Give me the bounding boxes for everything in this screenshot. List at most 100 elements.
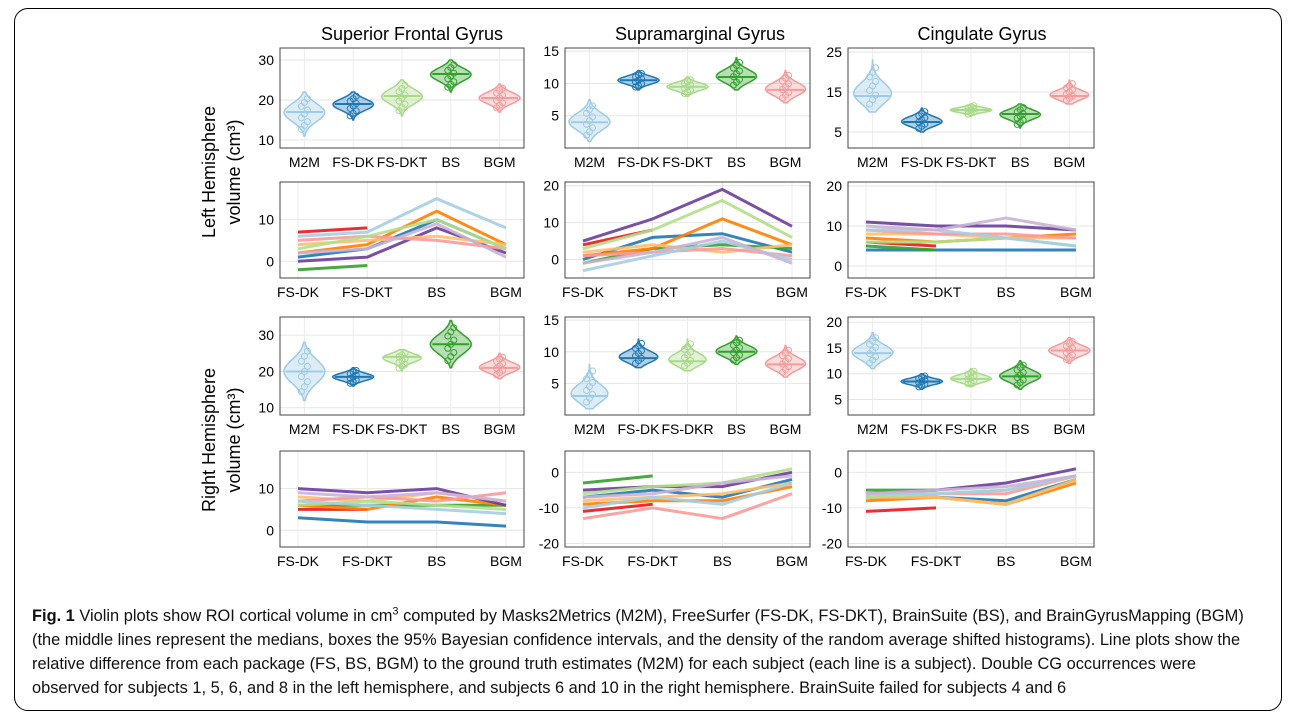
panel-left-supramarginal-gyrus-violin-xtick: FS-DK [618,154,661,170]
panel-left-superior-frontal-gyrus-violin-violin [283,91,326,137]
panel-left-supramarginal-gyrus-violin-point [736,59,743,67]
panel-right-cingulate-gyrus-violin-ytick: 10 [826,366,842,382]
panel-left-superior-frontal-gyrus-line-xtick: BGM [490,284,522,300]
panel-left-superior-frontal-gyrus-line-xtick: FS-DKT [342,284,393,300]
row-label-right-2: volume (cm³) [224,387,244,492]
panel-right-superior-frontal-gyrus-violin-xtick: M2M [289,421,320,437]
panel-left-cingulate-gyrus-violin-point [872,77,880,85]
panel-right-supramarginal-gyrus-line-xtick: FS-DK [562,553,605,569]
panel-left-superior-frontal-gyrus-line-subject-line [297,209,507,255]
panel-left-cingulate-gyrus-violin-point [1068,80,1076,88]
panel-left-superior-frontal-gyrus-violin-point [499,84,507,92]
panel-left-cingulate-gyrus-line-ytick: 10 [826,218,842,234]
panel-right-cingulate-gyrus-line-subject-line [866,477,1077,506]
panel-left-supramarginal-gyrus-line-xtick: FS-DKT [627,284,678,300]
panel-left-supramarginal-gyrus-line-subject-line [582,198,793,250]
panel-left-superior-frontal-gyrus-line-ytick: 0 [266,253,274,269]
panel-left-supramarginal-gyrus-line-subject-line [582,246,793,258]
panel-left-cingulate-gyrus-violin-xtick: M2M [857,154,888,170]
column-title-smg: Supramarginal Gyrus [615,24,785,44]
panel-right-superior-frontal-gyrus-violin-ytick: 20 [258,363,274,379]
panel-left-supramarginal-gyrus-violin-xtick: M2M [574,154,605,170]
panel-left-superior-frontal-gyrus-violin-violin [429,59,472,93]
panel-left-superior-frontal-gyrus-violin-xtick: BS [441,154,460,170]
panel-left-cingulate-gyrus-violin-violin [999,103,1042,129]
panel-left-supramarginal-gyrus-line-subject-line [582,235,793,265]
panel-right-supramarginal-gyrus-violin-point [638,347,645,355]
row-label-right-1: Right Hemisphere [199,368,219,512]
panel-right-superior-frontal-gyrus-violin-xtick: BS [441,421,460,437]
panel-right-superior-frontal-gyrus-violin-point [300,352,308,360]
panel-right-supramarginal-gyrus-violin-point [638,339,645,347]
panel-left-superior-frontal-gyrus-violin-point [303,95,311,103]
panel-right-supramarginal-gyrus-violin-point [785,346,792,354]
panel-right-supramarginal-gyrus-violin-xtick: BS [727,421,746,437]
panel-right-superior-frontal-gyrus-line-ytick: 10 [258,481,274,497]
panel-left-supramarginal-gyrus-violin-xtick: BS [727,154,746,170]
panel-left-superior-frontal-gyrus-line-xtick: FS-DK [277,284,320,300]
panel-left-superior-frontal-gyrus-line-ytick: 10 [258,212,274,228]
panel-left-supramarginal-gyrus-violin-ytick: 5 [551,108,559,124]
panel-right-cingulate-gyrus-violin-violin [998,360,1042,390]
panel-right-supramarginal-gyrus-line-subject-line [582,502,653,513]
panel-left-supramarginal-gyrus-violin-violin [715,56,758,91]
panel-left-supramarginal-gyrus-violin-ytick: 15 [543,43,559,59]
panel-right-superior-frontal-gyrus-violin-axes [279,316,525,416]
caption-sup: 3 [392,605,399,618]
panel-left-supramarginal-gyrus-violin-point [589,102,596,110]
panel-left-superior-frontal-gyrus-violin-xtick: M2M [289,154,320,170]
panel-right-supramarginal-gyrus-line-xtick: BGM [776,553,808,569]
panel-left-cingulate-gyrus-violin-violin [900,107,943,133]
panel-right-supramarginal-gyrus-violin-violin [715,335,758,366]
panel-right-cingulate-gyrus-line-ytick: -20 [822,535,842,551]
panel-left-superior-frontal-gyrus-violin-point [303,106,311,114]
panel-left-superior-frontal-gyrus-violin-violin [380,79,424,117]
panel-right-supramarginal-gyrus-line-ytick: 0 [551,464,559,480]
panel-right-cingulate-gyrus-violin-xtick: M2M [857,421,888,437]
panel-right-superior-frontal-gyrus-violin-xtick: BGM [484,421,516,437]
panel-right-supramarginal-gyrus-violin-ytick: 15 [543,312,559,328]
panel-left-superior-frontal-gyrus-violin-point [401,100,409,108]
panel-left-cingulate-gyrus-violin-point [921,108,929,116]
panel-right-superior-frontal-gyrus-violin-point [499,353,507,361]
panel-left-supramarginal-gyrus-violin-point [736,67,743,75]
panel-left-supramarginal-gyrus-violin-ytick: 10 [543,75,559,91]
panel-left-cingulate-gyrus-line-ytick: 0 [834,258,842,274]
panel-left-supramarginal-gyrus-violin-violin [764,69,807,104]
column-title-sfg: Superior Frontal Gyrus [321,24,503,44]
panel-right-cingulate-gyrus-violin-ytick: 15 [826,340,842,356]
panel-right-cingulate-gyrus-violin-axes [847,316,1095,416]
panel-left-cingulate-gyrus-line-xtick: FS-DK [845,284,888,300]
panel-left-superior-frontal-gyrus-violin-point [401,91,409,99]
panel-right-superior-frontal-gyrus-violin-point [303,378,311,386]
panel-right-superior-frontal-gyrus-violin-point [297,388,305,396]
panel-right-supramarginal-gyrus-line-subject-line [582,467,793,496]
panel-left-superior-frontal-gyrus-violin-point [450,78,458,86]
panel-left-superior-frontal-gyrus-violin-ytick: 30 [258,52,274,68]
column-title-cg: Cingulate Gyrus [917,24,1046,44]
panel-right-cingulate-gyrus-violin-xtick: BS [1011,421,1030,437]
panel-right-cingulate-gyrus-violin-violin [851,331,894,370]
panel-left-superior-frontal-gyrus-violin-point [352,92,360,100]
panel-right-supramarginal-gyrus-violin-point [589,379,596,387]
panel-left-cingulate-gyrus-violin-ytick: 15 [826,84,842,100]
panel-right-superior-frontal-gyrus-line-ytick: 0 [266,522,274,538]
panel-left-supramarginal-gyrus-violin-xtick: BGM [770,154,802,170]
panel-left-cingulate-gyrus-line-xtick: BGM [1060,284,1092,300]
panel-right-supramarginal-gyrus-violin-xtick: M2M [574,421,605,437]
panel-left-supramarginal-gyrus-line-xtick: BS [713,284,732,300]
panel-right-cingulate-gyrus-line-xtick: BGM [1060,553,1092,569]
panel-right-supramarginal-gyrus-violin-point [687,340,694,348]
panel-right-supramarginal-gyrus-violin-xtick: BGM [770,421,802,437]
figure-frame [14,8,1282,711]
panel-left-cingulate-gyrus-violin-xtick: FS-DK [901,154,944,170]
panel-left-supramarginal-gyrus-line-subject-line [582,243,793,265]
panel-left-cingulate-gyrus-violin-axes [847,47,1095,149]
panel-left-supramarginal-gyrus-line-ytick: 10 [543,215,559,231]
panel-right-supramarginal-gyrus-violin-point [736,344,743,352]
panel-right-supramarginal-gyrus-violin-ytick: 10 [543,344,559,360]
panel-right-superior-frontal-gyrus-violin-violin [478,352,521,380]
panel-right-supramarginal-gyrus-line-ytick: -10 [539,500,559,516]
panel-right-cingulate-gyrus-violin-xtick: BGM [1053,421,1085,437]
panel-right-cingulate-gyrus-violin-xtick: FS-DK [901,421,944,437]
